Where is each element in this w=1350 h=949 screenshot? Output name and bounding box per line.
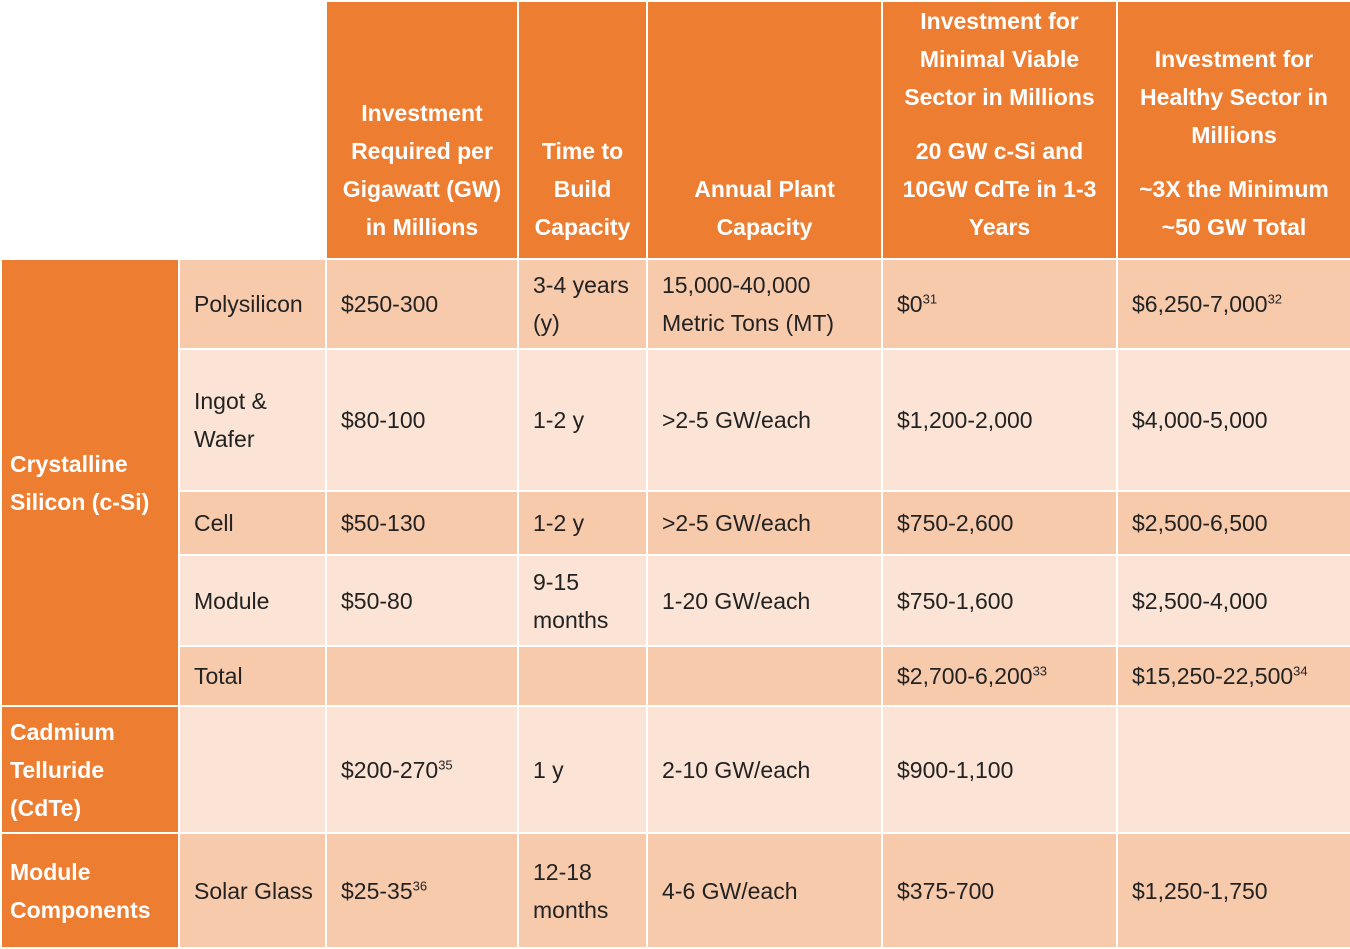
time-cell: 1-2 y — [517, 348, 648, 492]
header-blank-category — [0, 0, 180, 260]
investment-value: $50-130 — [341, 510, 426, 536]
minimal-cell: $2,700-6,20033 — [881, 645, 1118, 707]
minimal-value: $375-700 — [897, 877, 995, 904]
investment-cell: $50-130 — [325, 490, 519, 556]
capacity-cell: 1-20 GW/each — [646, 554, 883, 647]
investment-footnote: 35 — [438, 756, 453, 772]
minimal-value: $2,700-6,200 — [897, 663, 1033, 689]
time-cell: 3-4 years (y) — [517, 258, 648, 350]
investment-cell: $25-3536 — [325, 832, 519, 949]
healthy-footnote: 34 — [1293, 663, 1308, 679]
minimal-cell: $750-1,600 — [881, 554, 1118, 647]
investment-value: $200-270 — [341, 756, 439, 783]
investment-cell: $200-27035 — [325, 705, 519, 834]
capacity-cell: 15,000-40,000 Metric Tons (MT) — [646, 258, 883, 350]
minimal-cell: $1,200-2,000 — [881, 348, 1118, 492]
capacity-cell: 4-6 GW/each — [646, 832, 883, 949]
investment-cell: $80-100 — [325, 348, 519, 492]
table-row: Crystalline Silicon (c-Si) Polysilicon $… — [0, 258, 1350, 707]
category-crystalline-silicon: Crystalline Silicon (c-Si) — [0, 258, 180, 707]
header-healthy-sector: Investment for Healthy Sector in Million… — [1116, 0, 1350, 260]
header-blank-subcategory — [178, 0, 327, 260]
healthy-value: $1,250-1,750 — [1132, 877, 1268, 904]
header-investment-per-gw: Investment Required per Gigawatt (GW) in… — [325, 0, 519, 260]
category-module-components: Module Components — [0, 832, 180, 949]
minimal-footnote: 33 — [1032, 663, 1048, 679]
header-minimal-note: 20 GW c-Si and 10GW CdTe in 1-3 Years — [902, 138, 1097, 240]
table-row: Module $50-80 9-15 months 1-20 GW/each $… — [1, 554, 1350, 647]
header-healthy-title: Investment for Healthy Sector in Million… — [1140, 46, 1328, 148]
time-cell: 1 y — [517, 705, 648, 834]
table-row: Total $2,700-6,20033 $15,250-22,50034 — [1, 645, 1350, 707]
investment-cell: $250-300 — [325, 258, 519, 350]
capacity-cell: 2-10 GW/each — [646, 705, 883, 834]
investment-cell: $50-80 — [325, 554, 519, 647]
minimal-value: $750-2,600 — [897, 510, 1014, 536]
minimal-value: $900-1,100 — [897, 756, 1014, 783]
subcategory-cell — [178, 705, 327, 834]
table-row: Cell $50-130 1-2 y >2-5 GW/each $750-2,6… — [1, 490, 1350, 556]
investment-value: $50-80 — [341, 587, 413, 614]
subcategory-cell: Solar Glass — [178, 832, 327, 949]
capacity-cell: >2-5 GW/each — [646, 348, 883, 492]
healthy-value: $2,500-4,000 — [1132, 587, 1268, 614]
header-minimal-sector: Investment for Minimal Viable Sector in … — [881, 0, 1118, 260]
investment-cell — [325, 645, 519, 707]
table-row: Ingot & Wafer $80-100 1-2 y >2-5 GW/each… — [1, 348, 1350, 492]
minimal-footnote: 31 — [922, 291, 938, 307]
minimal-value: $1,200-2,000 — [897, 407, 1033, 433]
time-cell: 9-15 months — [517, 554, 648, 647]
minimal-cell: $031 — [881, 258, 1118, 350]
subcategory-cell: Total — [178, 645, 327, 707]
healthy-cell: $1,250-1,750 — [1116, 832, 1350, 949]
category-cadmium-telluride: Cadmium Telluride (CdTe) — [0, 705, 180, 834]
investment-value: $250-300 — [341, 291, 439, 317]
minimal-cell: $750-2,600 — [881, 490, 1118, 556]
capacity-cell: >2-5 GW/each — [646, 490, 883, 556]
subcategory-cell: Polysilicon — [178, 258, 327, 350]
header-minimal-title: Investment for Minimal Viable Sector in … — [904, 8, 1095, 110]
healthy-cell: $6,250-7,00032 — [1116, 258, 1350, 350]
healthy-value: $2,500-6,500 — [1132, 510, 1268, 536]
minimal-value: $0 — [897, 291, 923, 317]
investment-value: $25-35 — [341, 877, 413, 904]
table-row: Module Components Solar Glass $25-3536 1… — [0, 832, 1350, 949]
time-cell — [517, 645, 648, 707]
header-healthy-note: ~3X the Minimum ~50 GW Total — [1139, 176, 1329, 240]
healthy-value: $15,250-22,500 — [1132, 663, 1294, 689]
healthy-cell — [1116, 705, 1350, 834]
time-cell: 1-2 y — [517, 490, 648, 556]
minimal-value: $750-1,600 — [897, 587, 1014, 614]
healthy-cell: $2,500-6,500 — [1116, 490, 1350, 556]
healthy-cell: $4,000-5,000 — [1116, 348, 1350, 492]
header-time-to-build: Time to Build Capacity — [517, 0, 648, 260]
healthy-value: $4,000-5,000 — [1132, 407, 1268, 433]
subcategory-cell: Ingot & Wafer — [178, 348, 327, 492]
investment-value: $80-100 — [341, 407, 426, 433]
subcategory-cell: Module — [178, 554, 327, 647]
header-annual-capacity: Annual Plant Capacity — [646, 0, 883, 260]
time-cell: 12-18 months — [517, 832, 648, 949]
healthy-value: $6,250-7,000 — [1132, 291, 1268, 317]
healthy-cell: $15,250-22,50034 — [1116, 645, 1350, 707]
investment-footnote: 36 — [412, 877, 428, 893]
healthy-cell: $2,500-4,000 — [1116, 554, 1350, 647]
table-row: Cadmium Telluride (CdTe) $200-27035 1 y … — [0, 705, 1350, 834]
healthy-footnote: 32 — [1267, 291, 1283, 307]
minimal-cell: $900-1,100 — [881, 705, 1118, 834]
capacity-cell — [646, 645, 883, 707]
subcategory-cell: Cell — [178, 490, 327, 556]
header-row: Investment Required per Gigawatt (GW) in… — [0, 0, 1350, 260]
minimal-cell: $375-700 — [881, 832, 1118, 949]
